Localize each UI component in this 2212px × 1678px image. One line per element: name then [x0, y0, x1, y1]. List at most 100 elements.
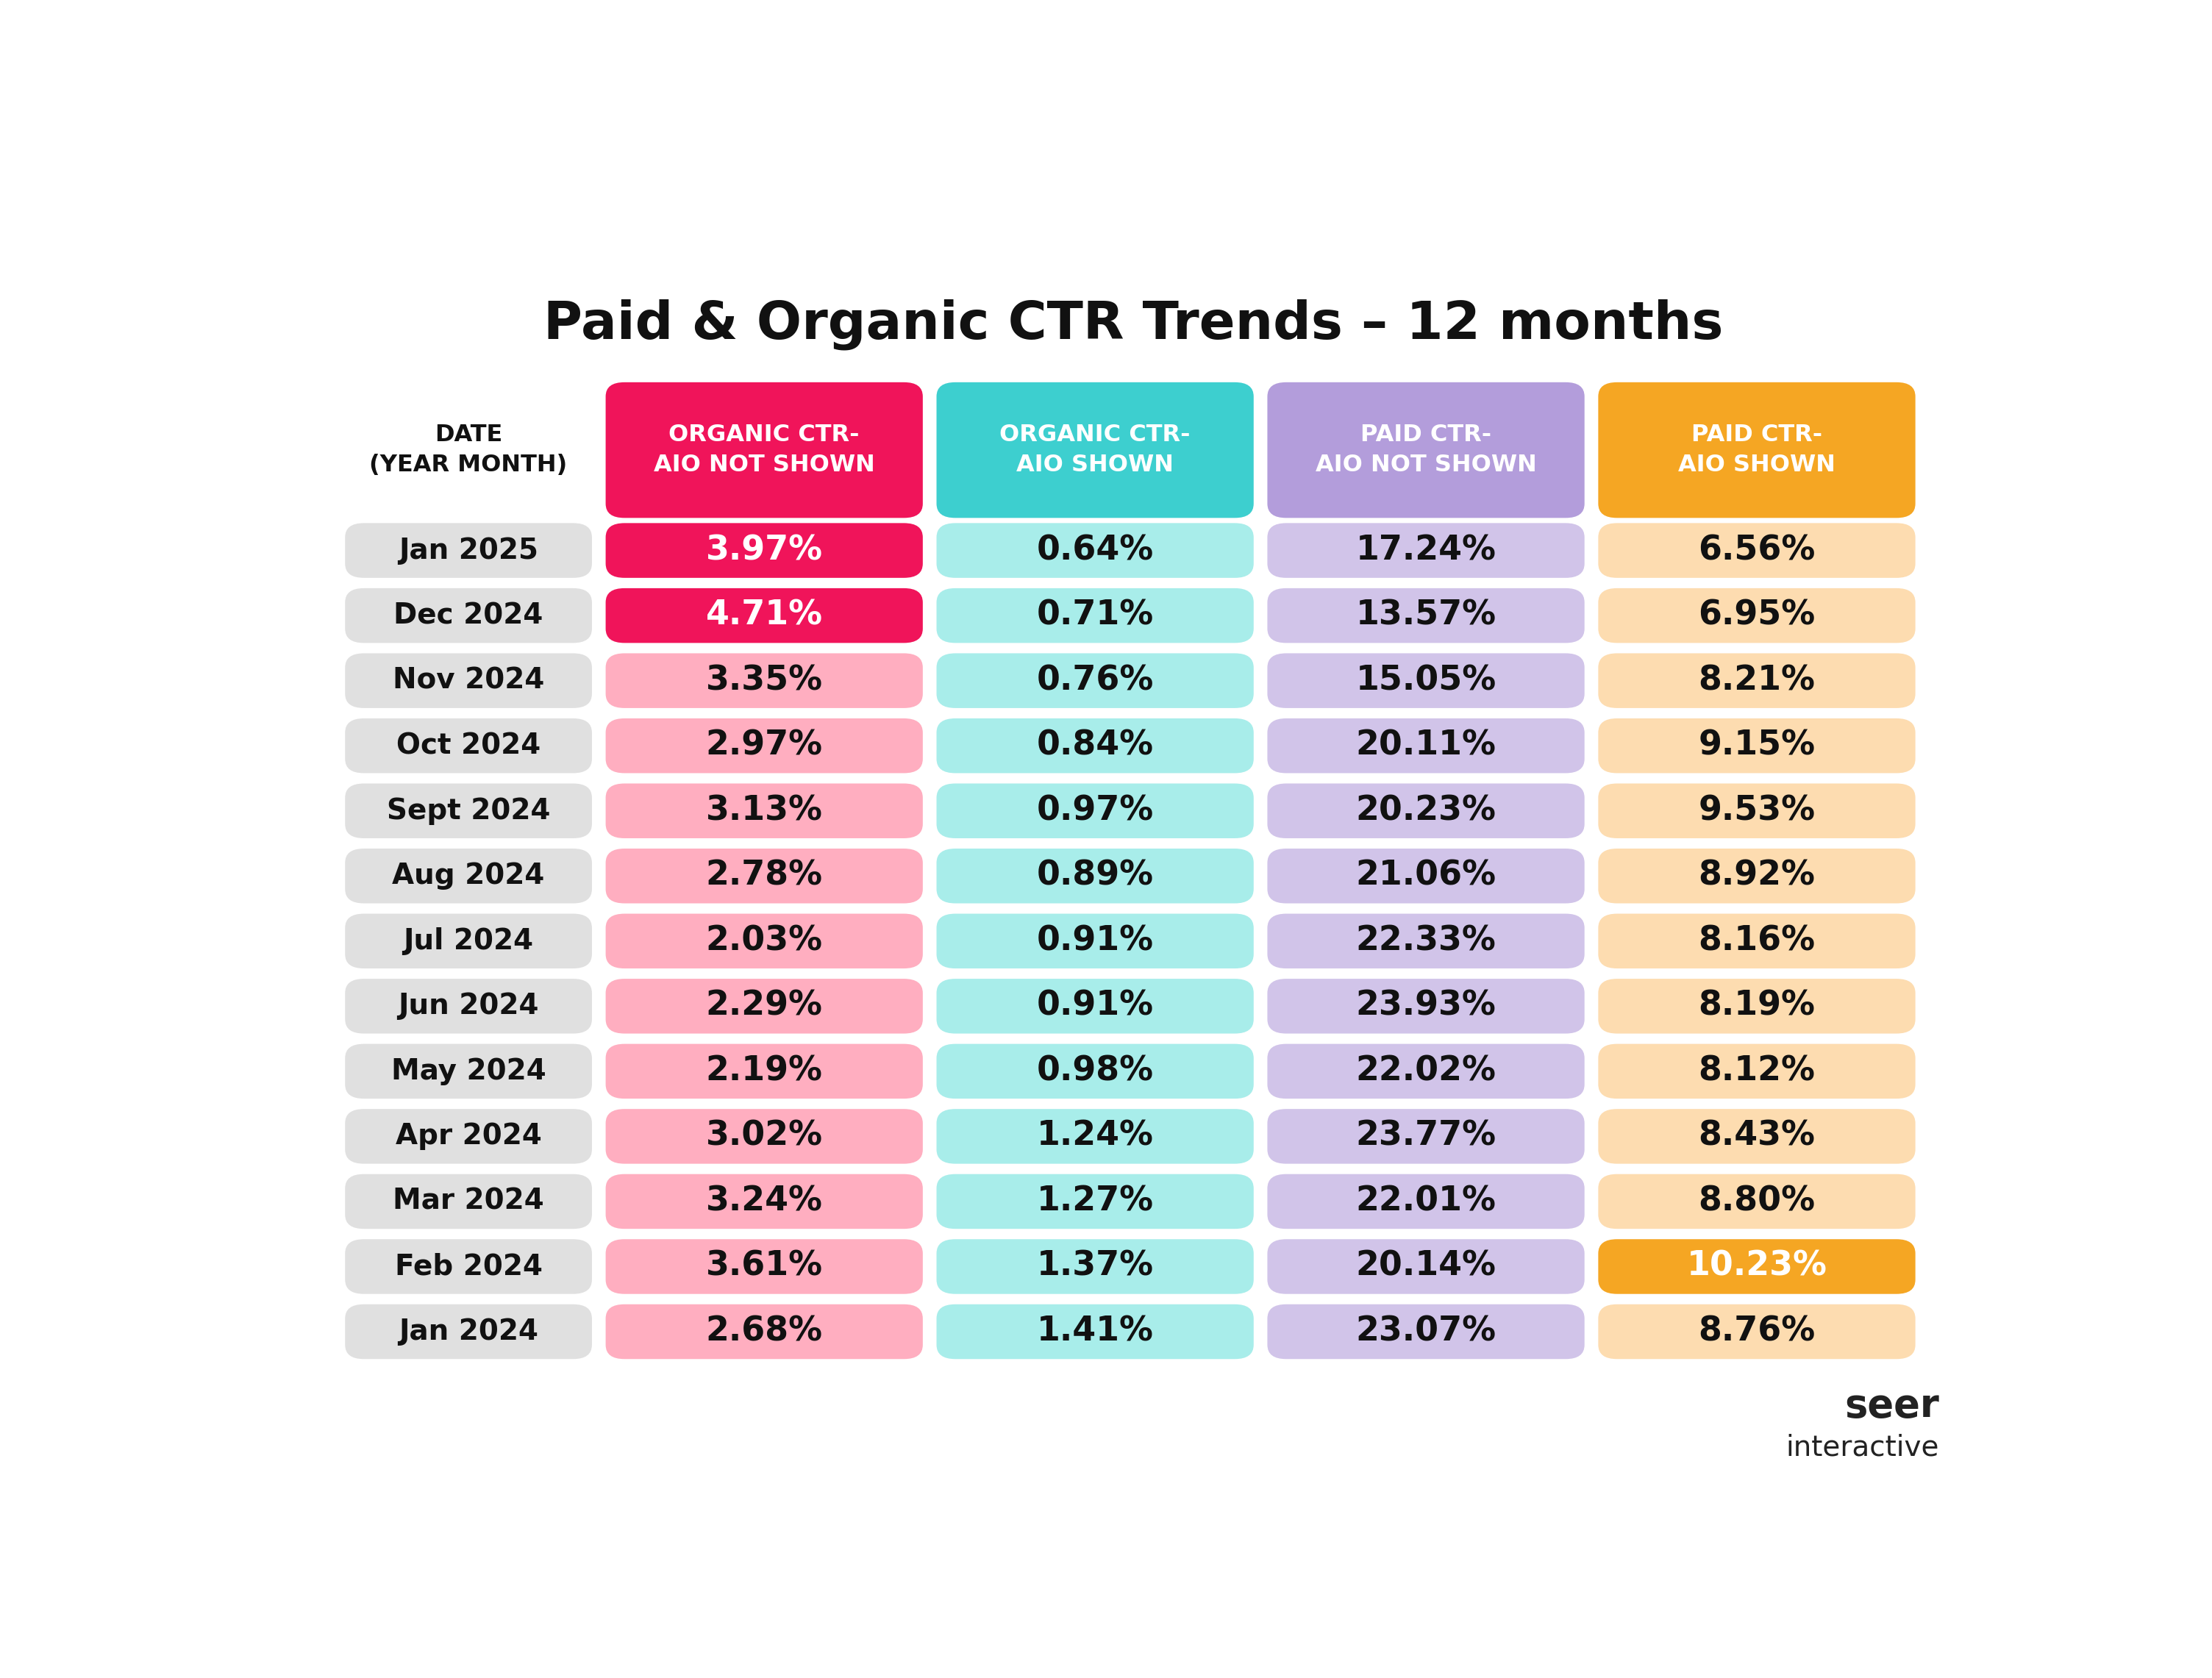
FancyBboxPatch shape: [936, 524, 1254, 577]
FancyBboxPatch shape: [345, 1175, 593, 1228]
FancyBboxPatch shape: [345, 589, 593, 643]
Text: 0.89%: 0.89%: [1037, 859, 1155, 893]
FancyBboxPatch shape: [606, 849, 922, 903]
Text: 23.93%: 23.93%: [1356, 990, 1495, 1022]
FancyBboxPatch shape: [345, 1304, 593, 1359]
Text: 2.19%: 2.19%: [706, 1055, 823, 1087]
FancyBboxPatch shape: [1599, 784, 1916, 839]
Text: Paid & Organic CTR Trends – 12 months: Paid & Organic CTR Trends – 12 months: [544, 299, 1723, 349]
FancyBboxPatch shape: [606, 784, 922, 839]
Text: Feb 2024: Feb 2024: [394, 1252, 542, 1280]
Text: 15.05%: 15.05%: [1356, 664, 1495, 698]
FancyBboxPatch shape: [1267, 1175, 1584, 1228]
Text: 20.14%: 20.14%: [1356, 1250, 1495, 1284]
FancyBboxPatch shape: [345, 915, 593, 968]
FancyBboxPatch shape: [345, 653, 593, 708]
FancyBboxPatch shape: [1267, 1238, 1584, 1294]
Text: Mar 2024: Mar 2024: [394, 1188, 544, 1215]
FancyBboxPatch shape: [1599, 524, 1916, 577]
Text: 21.06%: 21.06%: [1356, 859, 1495, 893]
FancyBboxPatch shape: [606, 589, 922, 643]
Text: 1.27%: 1.27%: [1037, 1185, 1155, 1218]
FancyBboxPatch shape: [1599, 915, 1916, 968]
Text: 2.03%: 2.03%: [706, 925, 823, 958]
Text: Nov 2024: Nov 2024: [392, 666, 544, 695]
Text: 1.37%: 1.37%: [1037, 1250, 1155, 1284]
FancyBboxPatch shape: [1599, 589, 1916, 643]
FancyBboxPatch shape: [606, 1109, 922, 1165]
FancyBboxPatch shape: [1267, 383, 1584, 519]
Text: 0.84%: 0.84%: [1037, 730, 1155, 762]
FancyBboxPatch shape: [1267, 718, 1584, 774]
Text: 3.13%: 3.13%: [706, 794, 823, 827]
FancyBboxPatch shape: [1267, 784, 1584, 839]
Text: seer: seer: [1845, 1386, 1940, 1425]
FancyBboxPatch shape: [606, 718, 922, 774]
Text: PAID CTR-
AIO SHOWN: PAID CTR- AIO SHOWN: [1679, 425, 1836, 477]
FancyBboxPatch shape: [345, 1109, 593, 1165]
FancyBboxPatch shape: [1267, 978, 1584, 1034]
Text: Jan 2025: Jan 2025: [398, 537, 538, 564]
Text: 9.53%: 9.53%: [1699, 794, 1816, 827]
Text: 8.12%: 8.12%: [1699, 1055, 1816, 1087]
Text: 1.41%: 1.41%: [1037, 1316, 1152, 1347]
Text: 8.43%: 8.43%: [1699, 1119, 1816, 1153]
Text: 3.97%: 3.97%: [706, 534, 823, 567]
FancyBboxPatch shape: [1267, 589, 1584, 643]
Text: 8.76%: 8.76%: [1699, 1316, 1816, 1347]
FancyBboxPatch shape: [606, 1304, 922, 1359]
FancyBboxPatch shape: [606, 383, 922, 519]
Text: 3.24%: 3.24%: [706, 1185, 823, 1218]
Text: 0.64%: 0.64%: [1037, 534, 1155, 567]
Text: 20.11%: 20.11%: [1356, 730, 1495, 762]
Text: Apr 2024: Apr 2024: [396, 1123, 542, 1151]
FancyBboxPatch shape: [606, 1175, 922, 1228]
Text: May 2024: May 2024: [392, 1057, 546, 1086]
FancyBboxPatch shape: [1267, 1304, 1584, 1359]
Text: Dec 2024: Dec 2024: [394, 602, 544, 629]
Text: 6.95%: 6.95%: [1699, 599, 1816, 633]
Text: 0.91%: 0.91%: [1037, 925, 1155, 958]
FancyBboxPatch shape: [1599, 1304, 1916, 1359]
Text: 0.98%: 0.98%: [1037, 1055, 1155, 1087]
Text: 3.61%: 3.61%: [706, 1250, 823, 1284]
FancyBboxPatch shape: [1599, 849, 1916, 903]
FancyBboxPatch shape: [936, 718, 1254, 774]
FancyBboxPatch shape: [936, 1175, 1254, 1228]
Text: 22.02%: 22.02%: [1356, 1055, 1495, 1087]
Text: 0.76%: 0.76%: [1037, 664, 1155, 698]
Text: Jul 2024: Jul 2024: [403, 926, 533, 955]
Text: 20.23%: 20.23%: [1356, 794, 1495, 827]
FancyBboxPatch shape: [1599, 1044, 1916, 1099]
FancyBboxPatch shape: [1599, 718, 1916, 774]
Text: 13.57%: 13.57%: [1356, 599, 1495, 633]
Text: 17.24%: 17.24%: [1356, 534, 1495, 567]
Text: 2.29%: 2.29%: [706, 990, 823, 1022]
FancyBboxPatch shape: [1267, 524, 1584, 577]
FancyBboxPatch shape: [936, 784, 1254, 839]
FancyBboxPatch shape: [1267, 915, 1584, 968]
FancyBboxPatch shape: [936, 1109, 1254, 1165]
FancyBboxPatch shape: [345, 978, 593, 1034]
FancyBboxPatch shape: [345, 1044, 593, 1099]
FancyBboxPatch shape: [1599, 1109, 1916, 1165]
FancyBboxPatch shape: [345, 718, 593, 774]
FancyBboxPatch shape: [606, 1044, 922, 1099]
Text: Aug 2024: Aug 2024: [392, 862, 544, 889]
FancyBboxPatch shape: [936, 915, 1254, 968]
Text: 2.78%: 2.78%: [706, 859, 823, 893]
Text: 8.19%: 8.19%: [1699, 990, 1816, 1022]
Text: 3.02%: 3.02%: [706, 1119, 823, 1153]
Text: 4.71%: 4.71%: [706, 599, 823, 633]
FancyBboxPatch shape: [345, 784, 593, 839]
FancyBboxPatch shape: [1267, 1044, 1584, 1099]
Text: 3.35%: 3.35%: [706, 664, 823, 698]
Text: 8.92%: 8.92%: [1699, 859, 1816, 893]
Text: Jun 2024: Jun 2024: [398, 992, 540, 1020]
FancyBboxPatch shape: [606, 978, 922, 1034]
FancyBboxPatch shape: [1267, 849, 1584, 903]
FancyBboxPatch shape: [1599, 1175, 1916, 1228]
FancyBboxPatch shape: [1267, 1109, 1584, 1165]
Text: 10.23%: 10.23%: [1686, 1250, 1827, 1284]
Text: DATE
(YEAR MONTH): DATE (YEAR MONTH): [369, 425, 568, 477]
